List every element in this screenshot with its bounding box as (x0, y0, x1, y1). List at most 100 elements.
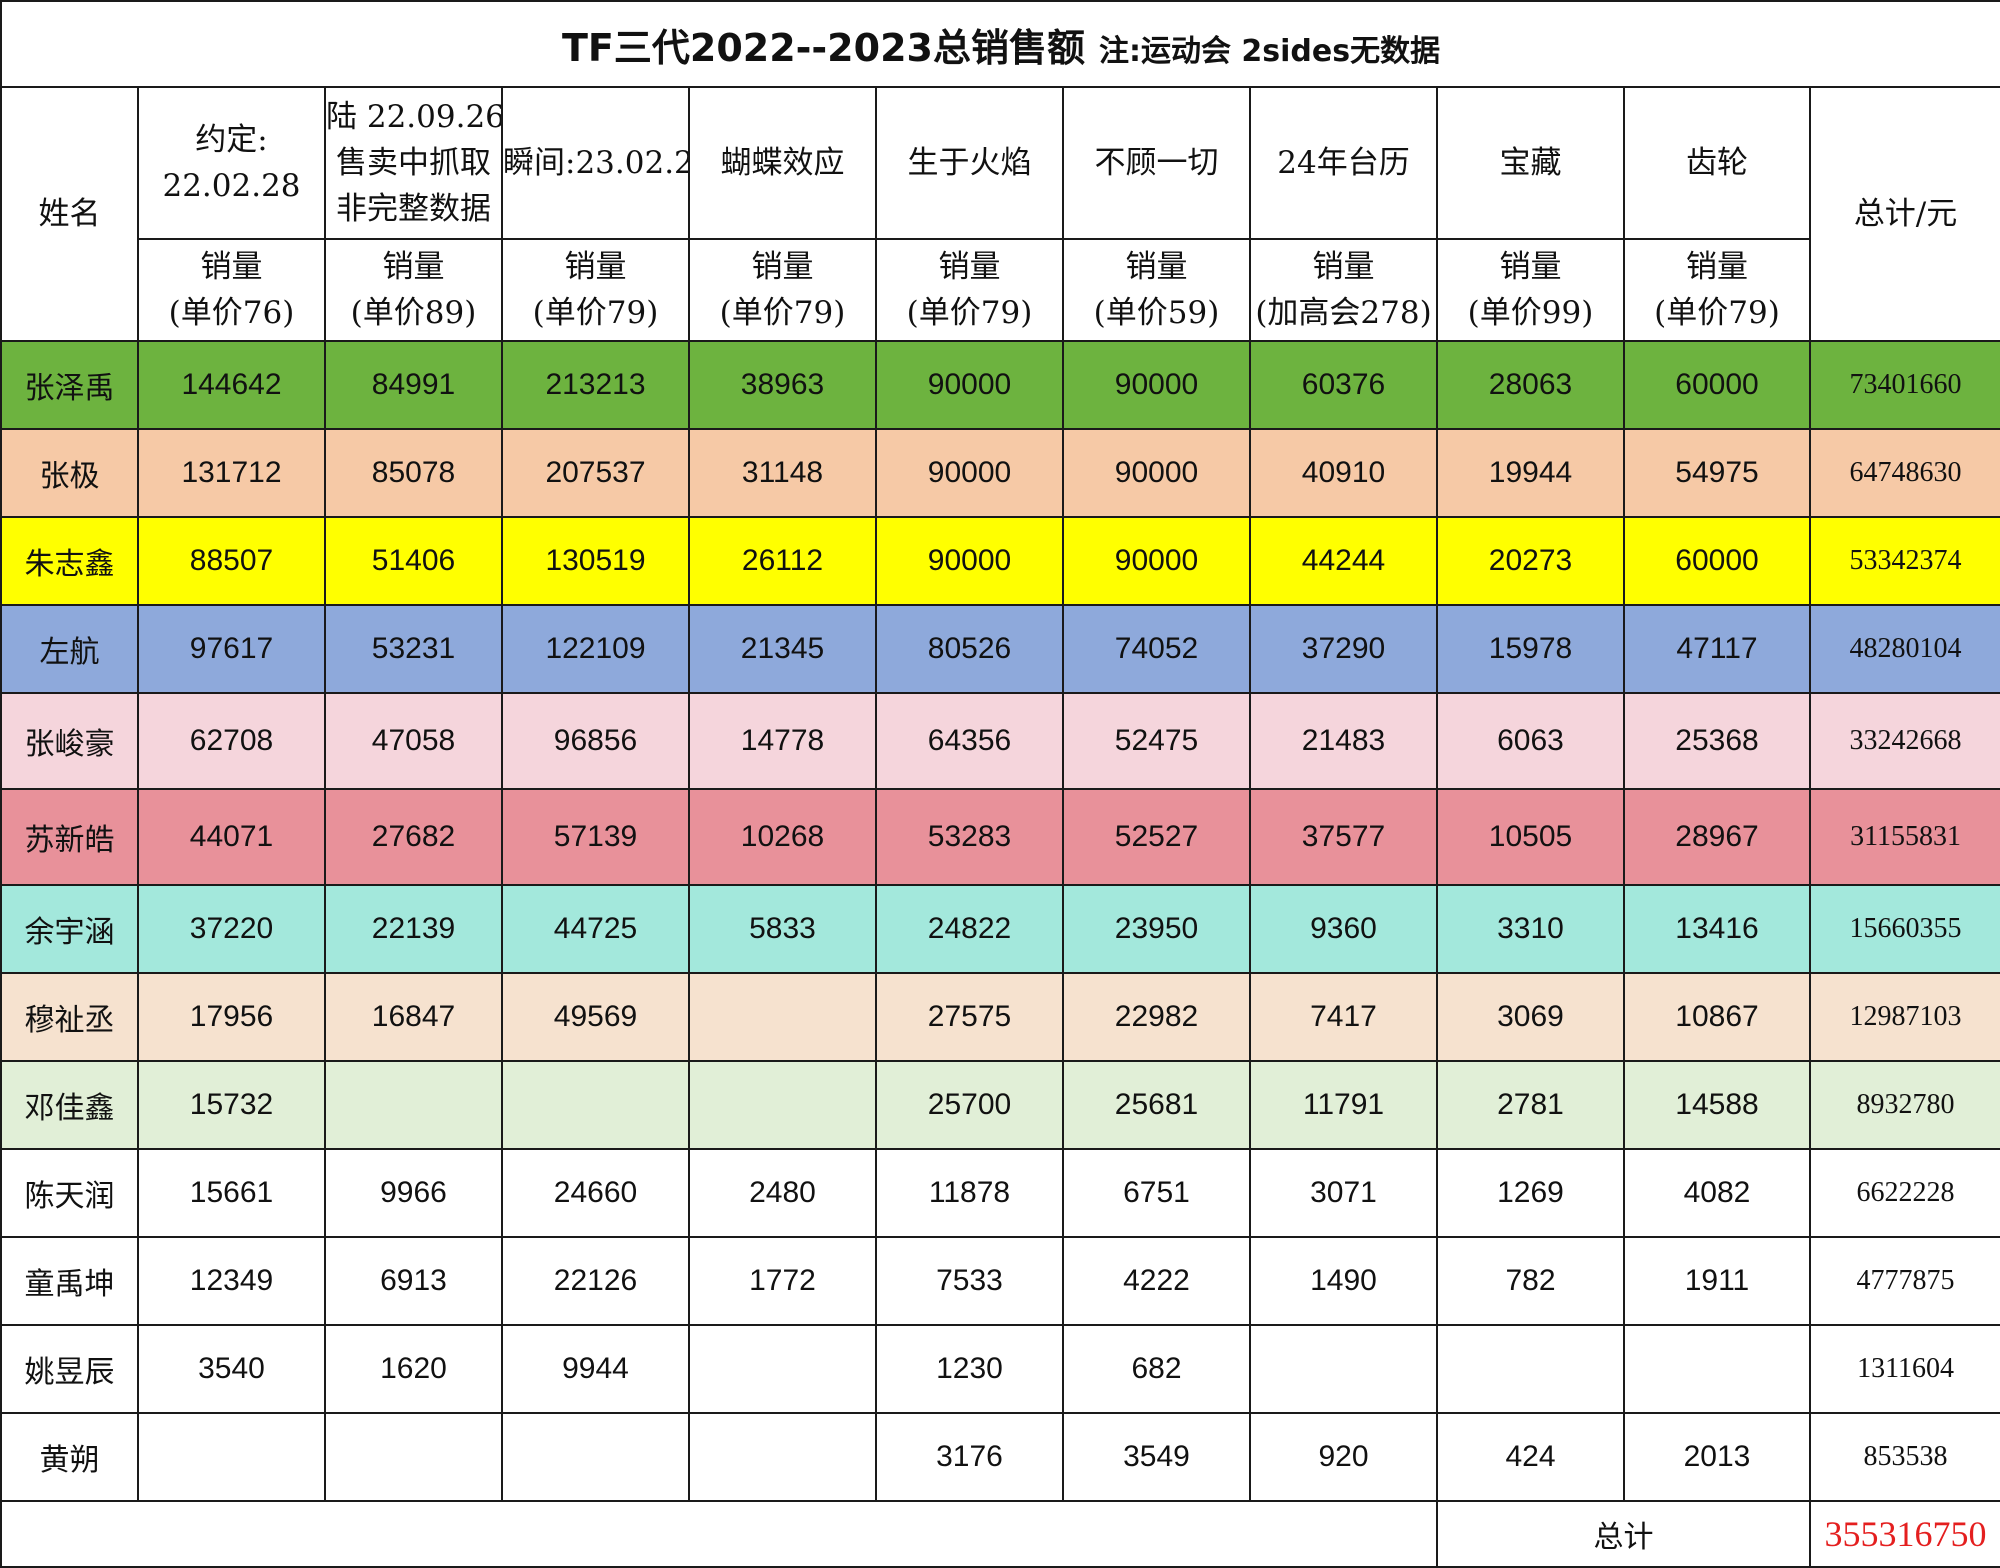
sales-cell: 88507 (137, 516, 326, 606)
sales-cell: 10268 (688, 788, 877, 886)
sales-cell: 60000 (1623, 340, 1811, 430)
member-name: 左航 (0, 604, 139, 694)
column-subheader-line: (单价76) (168, 295, 295, 331)
sales-cell: 12349 (137, 1236, 326, 1326)
sales-cell: 19944 (1436, 428, 1625, 518)
column-subheader-line: (单价89) (350, 295, 477, 331)
sales-cell: 90000 (1062, 516, 1251, 606)
column-subheader-line: 销量 (200, 249, 263, 285)
sales-cell: 53283 (875, 788, 1064, 886)
grand-total-row: 总计 355316750 (0, 1500, 2000, 1568)
column-subheader-line: 销量 (382, 249, 445, 285)
sales-cell: 2013 (1623, 1412, 1811, 1502)
grand-total-value: 355316750 (1808, 1500, 2000, 1568)
column-header-line: 24年台历 (1277, 145, 1410, 181)
sales-cell: 15978 (1436, 604, 1625, 694)
table-row: 穆祉丞 17956 16847 49569 27575 22982 7417 3069 1086… (0, 972, 2000, 1062)
column-subheader-line: 销量 (938, 249, 1001, 285)
sales-cell: 84991 (324, 340, 503, 430)
member-name: 黄朔 (0, 1412, 139, 1502)
sales-cell: 62708 (137, 692, 326, 790)
sales-cell: 80526 (875, 604, 1064, 694)
sales-cell: 15732 (137, 1060, 326, 1150)
table-row: 左航 97617 53231 122109 21345 80526 74052 37290 15… (0, 604, 2000, 694)
column-subheader-2: 销量 (单价89) (324, 238, 503, 342)
sales-cell: 10505 (1436, 788, 1625, 886)
sales-cell: 213213 (501, 340, 690, 430)
name-header: 姓名 (0, 86, 139, 342)
row-total: 15660355 (1808, 884, 2000, 974)
sales-cell: 37290 (1249, 604, 1438, 694)
sales-cell: 207537 (501, 428, 690, 518)
sales-cell: 44244 (1249, 516, 1438, 606)
member-name: 苏新皓 (0, 788, 139, 886)
sales-cell: 1772 (688, 1236, 877, 1326)
title-note: 注:运动会 2sides无数据 (1098, 33, 1441, 69)
sales-cell: 96856 (501, 692, 690, 790)
sales-cell (324, 1060, 503, 1150)
sales-cell (688, 1060, 877, 1150)
sales-cell: 4222 (1062, 1236, 1251, 1326)
sales-cell: 37577 (1249, 788, 1438, 886)
sales-cell: 10867 (1623, 972, 1811, 1062)
sales-cell: 3071 (1249, 1148, 1438, 1238)
sales-cell: 13416 (1623, 884, 1811, 974)
sales-cell: 97617 (137, 604, 326, 694)
column-header-1: 约定: 22.02.28 (137, 86, 326, 240)
member-name: 张泽禹 (0, 340, 139, 430)
table-row: 余宇涵 37220 22139 44725 5833 24822 23950 9360 3310… (0, 884, 2000, 974)
sales-cell: 11791 (1249, 1060, 1438, 1150)
column-header-line: 蝴蝶效应 (720, 145, 845, 181)
sales-cell: 40910 (1249, 428, 1438, 518)
sales-cell: 31148 (688, 428, 877, 518)
sales-cell (1436, 1324, 1625, 1414)
sales-cell: 3549 (1062, 1412, 1251, 1502)
sales-cell: 3069 (1436, 972, 1625, 1062)
column-header-2: 陆 22.09.26 售卖中抓取 非完整数据 (324, 86, 503, 240)
table-row: 邓佳鑫 15732 25700 25681 11791 2781 14588 8932780 (0, 1060, 2000, 1150)
sales-cell: 2480 (688, 1148, 877, 1238)
sales-cell: 44071 (137, 788, 326, 886)
column-header-line: 瞬间:23.02.25 (503, 145, 687, 181)
table-row: 苏新皓 44071 27682 57139 10268 53283 52527 37577 10… (0, 788, 2000, 886)
member-name: 张极 (0, 428, 139, 518)
sales-cell: 52527 (1062, 788, 1251, 886)
sales-cell (137, 1412, 326, 1502)
sales-cell: 85078 (324, 428, 503, 518)
column-header-line: 22.02.28 (162, 168, 301, 204)
sales-cell: 5833 (688, 884, 877, 974)
sales-cell (501, 1412, 690, 1502)
member-name: 姚昱辰 (0, 1324, 139, 1414)
sales-cell: 6751 (1062, 1148, 1251, 1238)
sales-cell: 122109 (501, 604, 690, 694)
row-total: 8932780 (1808, 1060, 2000, 1150)
sales-cell (688, 972, 877, 1062)
sales-cell: 15661 (137, 1148, 326, 1238)
column-subheader-line: (单价79) (1654, 295, 1780, 331)
sales-cell: 44725 (501, 884, 690, 974)
column-subheader-line: 销量 (751, 249, 814, 285)
total-header: 总计/元 (1808, 86, 2000, 342)
sales-cell: 6063 (1436, 692, 1625, 790)
sales-cell: 3176 (875, 1412, 1064, 1502)
sales-cell: 52475 (1062, 692, 1251, 790)
column-subheader-line: (加高会278) (1255, 295, 1432, 331)
sales-cell: 57139 (501, 788, 690, 886)
sales-cell: 22126 (501, 1236, 690, 1326)
member-name: 童禹坤 (0, 1236, 139, 1326)
sales-cell: 60000 (1623, 516, 1811, 606)
sales-cell: 11878 (875, 1148, 1064, 1238)
sales-cell: 7533 (875, 1236, 1064, 1326)
row-total: 73401660 (1808, 340, 2000, 430)
sales-cell: 682 (1062, 1324, 1251, 1414)
sales-cell: 51406 (324, 516, 503, 606)
column-subheader-line: 销量 (1686, 249, 1748, 285)
table-row: 陈天润 15661 9966 24660 2480 11878 6751 3071 1269 40… (0, 1148, 2000, 1238)
sales-cell: 9966 (324, 1148, 503, 1238)
column-subheader-1: 销量 (单价76) (137, 238, 326, 342)
sales-cell: 25368 (1623, 692, 1811, 790)
column-header-line: 售卖中抓取 (336, 145, 491, 181)
sales-cell: 782 (1436, 1236, 1625, 1326)
